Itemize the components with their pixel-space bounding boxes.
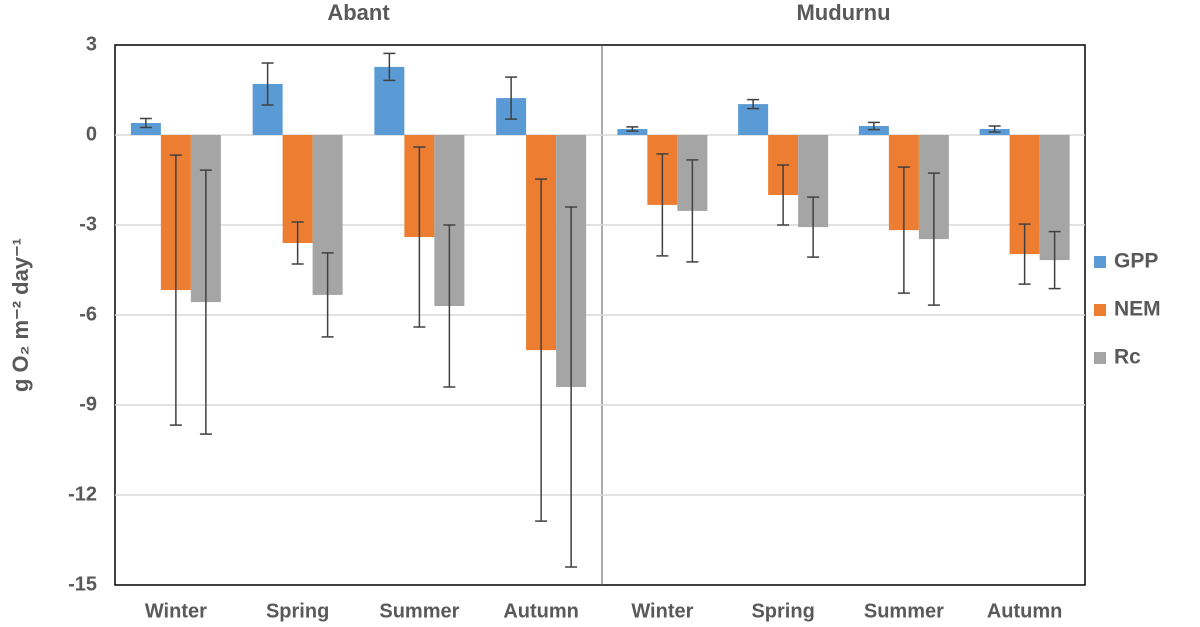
legend-swatch (1094, 304, 1106, 316)
bar (130, 123, 161, 135)
legend-label: GPP (1114, 250, 1158, 273)
x-tick-label: Spring (266, 600, 329, 622)
y-tick-label: 0 (86, 123, 97, 145)
legend-label: NEM (1114, 298, 1161, 321)
y-tick-label: -6 (79, 303, 97, 325)
y-tick-label: -9 (79, 393, 97, 415)
y-tick-label: 3 (86, 33, 97, 55)
x-tick-label: Winter (145, 600, 207, 622)
y-tick-label: -12 (68, 483, 97, 505)
bar (617, 129, 648, 135)
bar (858, 126, 889, 135)
x-tick-label: Spring (751, 600, 814, 622)
x-tick-label: Winter (631, 600, 693, 622)
x-tick-label: Summer (864, 600, 944, 622)
x-tick-label: Summer (379, 600, 459, 622)
legend-label: Rc (1114, 346, 1141, 369)
legend-swatch (1094, 256, 1106, 268)
panel-title: Abant (327, 0, 390, 25)
legend-swatch (1094, 352, 1106, 364)
x-tick-label: Autumn (503, 600, 579, 622)
y-axis-label: g O₂ m⁻² day⁻¹ (8, 238, 33, 392)
y-tick-label: -3 (79, 213, 97, 235)
x-tick-label: Autumn (987, 600, 1063, 622)
panel-title: Mudurnu (796, 0, 890, 25)
y-tick-label: -15 (68, 573, 97, 595)
